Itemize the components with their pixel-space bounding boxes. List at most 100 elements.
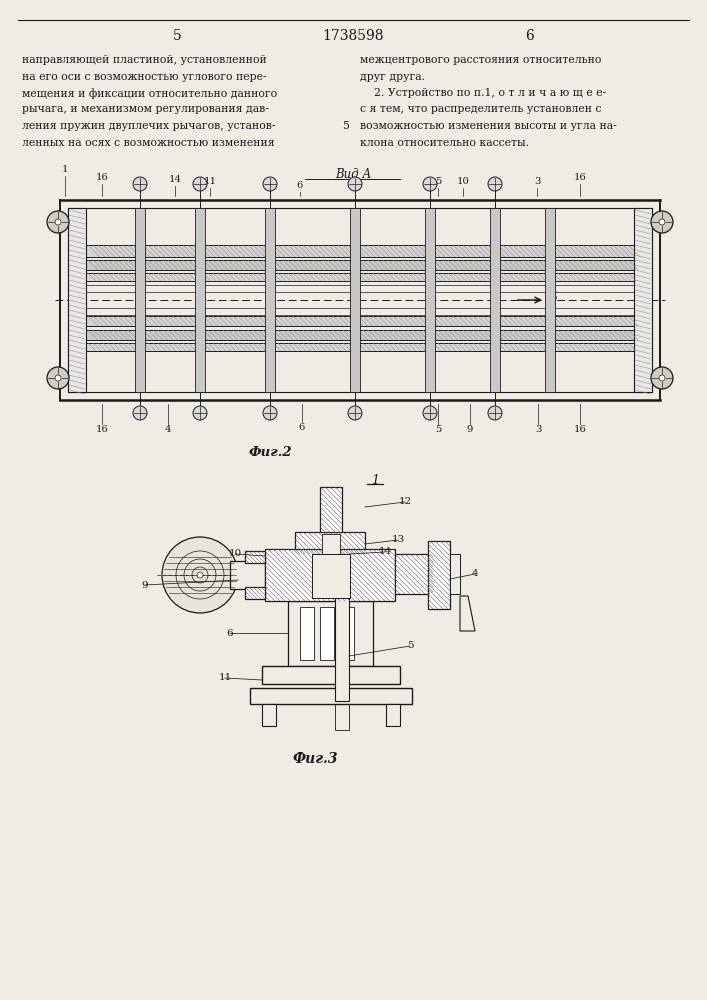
Text: 9: 9 [141,580,148,589]
Circle shape [348,177,362,191]
Text: 4: 4 [472,570,479,578]
Bar [545,208,555,392]
Text: 5: 5 [343,121,349,131]
Text: 6: 6 [227,629,233,638]
Bar [295,532,365,554]
Circle shape [651,367,673,389]
Text: мещения и фиксации относительно данного: мещения и фиксации относительно данного [22,88,277,99]
Bar [86,245,634,257]
Text: 10: 10 [228,550,242,558]
Text: 16: 16 [573,174,586,182]
Circle shape [651,211,673,233]
Bar [428,541,450,609]
Text: 14: 14 [168,176,182,184]
Bar [335,666,349,730]
Circle shape [193,177,207,191]
Bar [86,330,634,340]
Text: 5: 5 [173,29,182,43]
Text: на его оси с возможностью углового пере-: на его оси с возможностью углового пере- [22,72,267,82]
Bar [634,208,652,392]
Text: друг друга.: друг друга. [360,72,425,82]
Circle shape [423,406,437,420]
Circle shape [133,406,147,420]
Text: 5: 5 [435,426,441,434]
Text: 11: 11 [218,674,232,682]
Text: ления пружин двуплечих рычагов, установ-: ления пружин двуплечих рычагов, установ- [22,121,276,131]
Circle shape [193,406,207,420]
Text: Фиг.3: Фиг.3 [292,752,338,766]
Bar [250,688,412,704]
Polygon shape [460,596,475,631]
Bar [86,316,634,326]
Circle shape [47,367,69,389]
Text: 16: 16 [95,174,108,182]
Circle shape [133,177,147,191]
Text: Фиг.2: Фиг.2 [248,446,292,458]
Text: рычага, и механизмом регулирования дав-: рычага, и механизмом регулирования дав- [22,104,269,114]
Bar [262,704,276,726]
Bar [320,487,342,537]
Bar [425,208,435,392]
Bar [230,561,265,589]
Text: 16: 16 [573,426,586,434]
Circle shape [423,177,437,191]
Text: 6: 6 [525,29,534,43]
Bar [395,554,433,594]
Circle shape [55,375,61,381]
Circle shape [263,406,277,420]
Text: 16: 16 [95,426,108,434]
Bar [265,208,275,392]
Text: 3: 3 [534,178,540,186]
Text: возможностью изменения высоты и угла на-: возможностью изменения высоты и угла на- [360,121,617,131]
Bar [312,554,350,598]
Text: 14: 14 [378,548,392,556]
Text: 9: 9 [467,426,473,434]
Text: направляющей пластиной, установленной: направляющей пластиной, установленной [22,55,267,65]
Text: ленных на осях с возможностью изменения: ленных на осях с возможностью изменения [22,137,274,147]
Bar [195,208,205,392]
Text: клона относительно кассеты.: клона относительно кассеты. [360,137,529,147]
Bar [350,208,360,392]
Bar [68,208,86,392]
Bar [86,260,634,270]
Bar [86,273,634,281]
Text: 1: 1 [371,474,379,487]
Circle shape [659,375,665,381]
Bar [490,208,500,392]
Text: 6: 6 [299,424,305,432]
Bar [450,554,460,594]
Text: 1738598: 1738598 [322,29,384,43]
Text: 13: 13 [392,536,404,544]
Circle shape [488,406,502,420]
Circle shape [659,219,665,225]
Circle shape [55,219,61,225]
Text: 10: 10 [457,178,469,186]
Text: 2. Устройство по п.1, о т л и ч а ю щ е е-: 2. Устройство по п.1, о т л и ч а ю щ е … [360,88,606,98]
Circle shape [263,177,277,191]
Bar [322,534,340,554]
Bar [86,343,634,351]
Text: б: б [549,292,556,304]
Bar [340,607,354,660]
Bar [245,551,265,563]
Circle shape [488,177,502,191]
Text: с я тем, что распределитель установлен с: с я тем, что распределитель установлен с [360,104,602,114]
Text: 12: 12 [398,497,411,506]
Bar [245,587,265,599]
Text: 5: 5 [435,178,441,186]
Text: 4: 4 [165,426,171,434]
Bar [300,607,314,660]
Bar [135,208,145,392]
Text: 1: 1 [62,165,69,174]
Text: 11: 11 [204,178,216,186]
Text: 3: 3 [534,426,541,434]
Bar [262,666,400,684]
Bar [288,601,373,666]
Circle shape [47,211,69,233]
Text: 5: 5 [407,642,414,650]
Text: 6: 6 [297,182,303,190]
Text: Вид А: Вид А [335,167,371,180]
Bar [265,549,395,601]
Text: межцентрового расстояния относительно: межцентрового расстояния относительно [360,55,602,65]
Circle shape [348,406,362,420]
